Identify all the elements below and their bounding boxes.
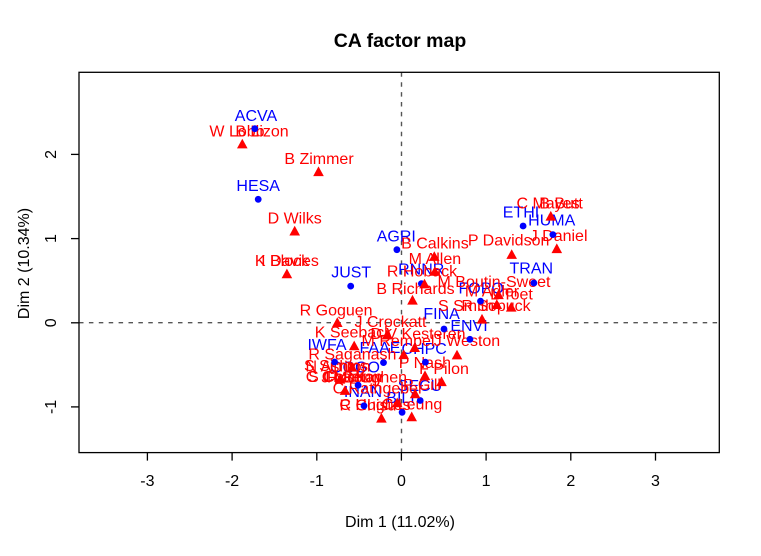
svg-text:M Adler: M Adler [465, 284, 520, 301]
svg-text:W Lobb: W Lobb [209, 123, 264, 140]
svg-text:-2: -2 [225, 473, 239, 490]
svg-text:C Mayes: C Mayes [516, 196, 579, 213]
svg-text:D Wilks: D Wilks [268, 210, 322, 227]
svg-text:B Calkins: B Calkins [401, 235, 469, 252]
svg-text:FINA: FINA [423, 306, 460, 323]
svg-text:K Seeback: K Seeback [315, 325, 393, 342]
svg-text:SECU: SECU [398, 378, 442, 395]
svg-text:AGRI: AGRI [377, 229, 416, 246]
svg-text:CA factor map: CA factor map [334, 30, 467, 52]
svg-text:JUST: JUST [331, 265, 371, 282]
svg-text:R Hoback: R Hoback [387, 264, 458, 281]
svg-text:-3: -3 [140, 473, 154, 490]
svg-text:B Zimmer: B Zimmer [284, 151, 354, 168]
svg-text:J Weston: J Weston [434, 333, 500, 350]
svg-text:INAN: INAN [344, 384, 382, 401]
svg-text:I Davies: I Davies [261, 253, 319, 270]
svg-text:Dim 1 (11.02%): Dim 1 (11.02%) [345, 514, 455, 531]
svg-text:R Saganash: R Saganash [308, 347, 396, 364]
svg-text:IWFA: IWFA [307, 337, 346, 354]
svg-text:2: 2 [43, 150, 60, 159]
svg-text:C Leung: C Leung [382, 396, 443, 413]
svg-text:R Goguen: R Goguen [300, 302, 373, 319]
svg-text:ETHI: ETHI [503, 205, 539, 222]
svg-text:1: 1 [43, 234, 60, 243]
svg-text:B Lizon: B Lizon [235, 123, 288, 140]
svg-text:2: 2 [566, 473, 575, 490]
svg-text:J Crockatt: J Crockatt [354, 314, 427, 331]
svg-text:FOPO: FOPO [459, 281, 504, 298]
svg-text:1: 1 [482, 473, 491, 490]
svg-text:3: 3 [651, 473, 660, 490]
svg-text:-1: -1 [43, 400, 60, 414]
svg-text:0: 0 [397, 473, 406, 490]
svg-text:HUMA: HUMA [528, 213, 575, 230]
svg-text:ACVA: ACVA [235, 108, 278, 125]
svg-text:-1: -1 [310, 473, 324, 490]
svg-text:F Pilon: F Pilon [419, 361, 469, 378]
svg-text:S Cotler: S Cotler [308, 369, 366, 386]
svg-text:B Richards: B Richards [376, 281, 454, 298]
svg-text:P Davidson: P Davidson [468, 233, 550, 250]
svg-text:FAAE: FAAE [360, 340, 401, 357]
svg-text:P Gill: P Gill [403, 377, 441, 394]
svg-text:CHPC: CHPC [402, 341, 447, 358]
svg-text:K Block: K Block [255, 253, 310, 270]
svg-text:Dim 2 (10.34%): Dim 2 (10.34%) [16, 208, 33, 319]
svg-text:BILI: BILI [386, 390, 414, 407]
svg-text:R Chisu: R Chisu [340, 397, 397, 414]
svg-text:C Hughes: C Hughes [339, 397, 410, 414]
svg-text:M Boutin-Sweet: M Boutin-Sweet [438, 274, 551, 291]
svg-text:C Charlton: C Charlton [306, 369, 382, 386]
svg-text:B Butt: B Butt [539, 196, 583, 213]
svg-text:J Daniel: J Daniel [530, 228, 588, 245]
svg-text:HESA: HESA [236, 178, 280, 195]
svg-text:0: 0 [43, 318, 60, 327]
svg-text:TRAN: TRAN [510, 261, 554, 278]
svg-text:R Boughen: R Boughen [327, 370, 407, 387]
